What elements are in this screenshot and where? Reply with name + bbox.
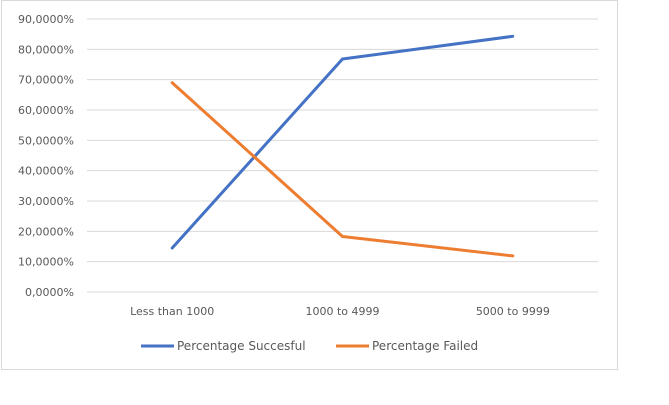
x-axis-tick-labels: Less than 1000 1000 to 4999 5000 to 9999 bbox=[130, 305, 550, 318]
y-tick-label: 90,0000% bbox=[18, 13, 74, 26]
y-tick-label: 50,0000% bbox=[18, 134, 74, 147]
legend-label: Percentage Failed bbox=[372, 339, 478, 353]
series-lines bbox=[170, 34, 515, 258]
y-tick-label: 60,0000% bbox=[18, 104, 74, 117]
series-line bbox=[170, 81, 515, 258]
y-tick-label: 30,0000% bbox=[18, 195, 74, 208]
y-axis-tick-labels: 0,0000% 10,0000% 20,0000% 30,0000% 40,0000% 5… bbox=[18, 13, 74, 299]
legend: Percentage Succesful Percentage Failed bbox=[141, 339, 478, 353]
x-tick-label: 5000 to 9999 bbox=[476, 305, 550, 318]
legend-label: Percentage Succesful bbox=[177, 339, 306, 353]
y-tick-label: 10,0000% bbox=[18, 256, 74, 269]
x-tick-label: Less than 1000 bbox=[130, 305, 214, 318]
x-tick-label: 1000 to 4999 bbox=[305, 305, 379, 318]
gridlines bbox=[87, 18, 598, 293]
chart-area bbox=[1, 0, 618, 370]
y-tick-label: 70,0000% bbox=[18, 74, 74, 87]
y-tick-label: 80,0000% bbox=[18, 43, 74, 56]
y-tick-label: 20,0000% bbox=[18, 225, 74, 238]
series-line bbox=[170, 34, 515, 250]
y-tick-label: 0,0000% bbox=[25, 286, 74, 299]
y-tick-label: 40,0000% bbox=[18, 165, 74, 178]
